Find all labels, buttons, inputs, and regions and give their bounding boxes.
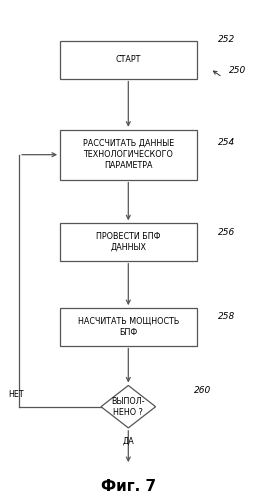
FancyBboxPatch shape <box>60 224 197 260</box>
FancyBboxPatch shape <box>60 41 197 78</box>
Polygon shape <box>101 385 156 428</box>
Text: ДА: ДА <box>122 437 134 446</box>
Text: 252: 252 <box>218 35 236 44</box>
Text: СТАРТ: СТАРТ <box>116 55 141 64</box>
Text: НАСЧИТАТЬ МОЩНОСТЬ
БПФ: НАСЧИТАТЬ МОЩНОСТЬ БПФ <box>78 317 179 337</box>
FancyBboxPatch shape <box>60 308 197 346</box>
Text: 254: 254 <box>218 138 236 147</box>
Text: РАССЧИТАТЬ ДАННЫЕ
ТЕХНОЛОГИЧЕСКОГО
ПАРАМЕТРА: РАССЧИТАТЬ ДАННЫЕ ТЕХНОЛОГИЧЕСКОГО ПАРАМ… <box>83 139 174 170</box>
Text: Фиг. 7: Фиг. 7 <box>101 479 156 494</box>
Text: 256: 256 <box>218 228 236 237</box>
Text: 258: 258 <box>218 312 236 321</box>
Text: 260: 260 <box>194 386 211 395</box>
FancyBboxPatch shape <box>60 130 197 180</box>
Text: НЕТ: НЕТ <box>8 390 24 399</box>
Text: 250: 250 <box>229 66 247 75</box>
Text: ВЫПОЛ-
НЕНО ?: ВЫПОЛ- НЕНО ? <box>111 397 145 417</box>
Text: ПРОВЕСТИ БПФ
ДАННЫХ: ПРОВЕСТИ БПФ ДАННЫХ <box>96 232 161 252</box>
